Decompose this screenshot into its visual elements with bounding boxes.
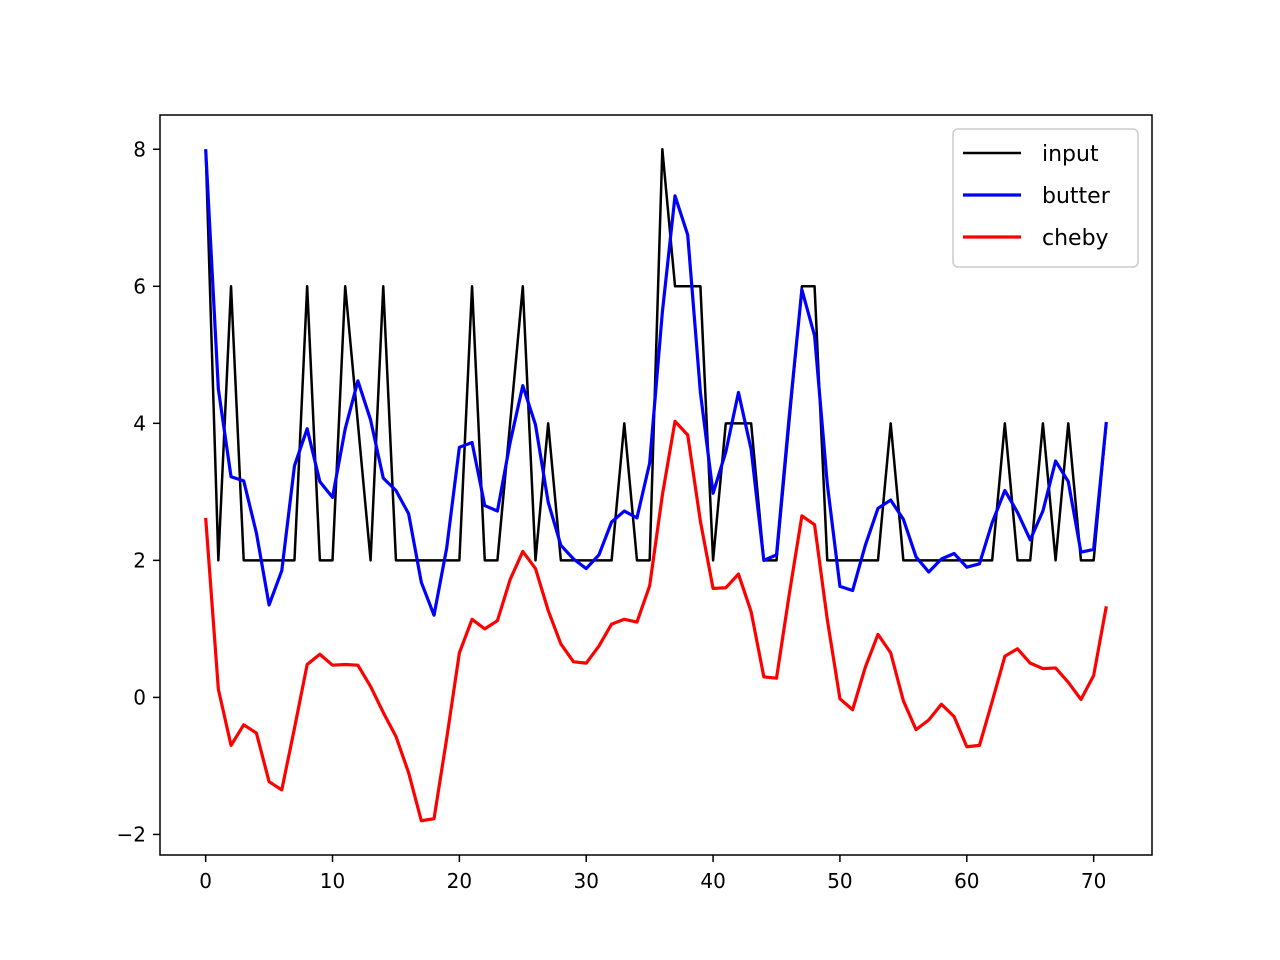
y-axis: −2 0 2 4 6 8 (117, 137, 160, 846)
x-tick-label: 50 (827, 869, 852, 893)
series-layer (204, 148, 1108, 823)
y-tick-label: 2 (133, 548, 146, 572)
x-tick-label: 10 (320, 869, 345, 893)
x-tick-label: 20 (447, 869, 472, 893)
y-tick-label: 4 (133, 411, 146, 435)
plot-frame (159, 114, 1153, 856)
series-line-butter (204, 149, 1108, 617)
legend-label-cheby: cheby (1042, 226, 1109, 251)
y-tick-label: 6 (133, 274, 146, 298)
x-tick-label: 40 (700, 869, 725, 893)
x-tick-label: 0 (199, 869, 212, 893)
series-line-input (204, 148, 1108, 562)
series-line-cheby (204, 419, 1108, 823)
y-tick-label: 0 (133, 685, 146, 709)
x-axis: 0 10 20 30 40 50 60 70 (199, 855, 1106, 893)
y-tick-label: −2 (117, 822, 146, 846)
legend-box (952, 128, 1139, 268)
legend-label-butter: butter (1042, 184, 1111, 209)
y-tick-label: 8 (133, 137, 146, 161)
x-tick-label: 70 (1081, 869, 1106, 893)
x-tick-label: 30 (574, 869, 599, 893)
legend-label-input: input (1042, 142, 1099, 167)
legend: input butter cheby (952, 128, 1139, 268)
x-tick-label: 60 (954, 869, 979, 893)
